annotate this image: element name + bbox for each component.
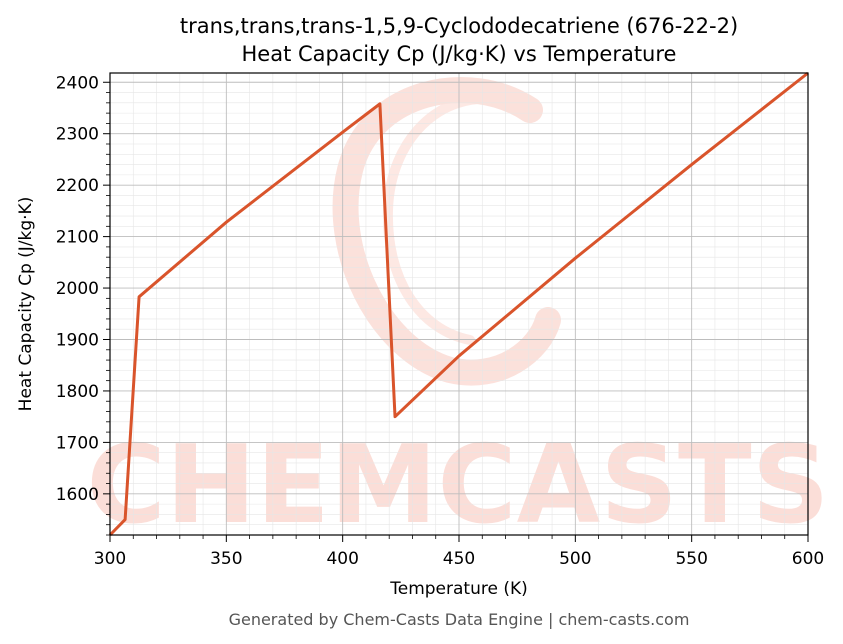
x-tick-label: 450 (443, 549, 475, 569)
watermark: CHEMCASTS (87, 77, 830, 548)
x-axis-label: Temperature (K) (389, 579, 528, 599)
y-tick-label: 2200 (56, 176, 99, 196)
y-tick-label: 1700 (56, 433, 99, 453)
x-tick-label: 500 (559, 549, 591, 569)
major-grid (109, 73, 809, 535)
y-tick-label: 2300 (56, 125, 99, 145)
x-tick-label: 550 (675, 549, 707, 569)
y-tick-label: 2400 (56, 73, 99, 93)
watermark-swirl-icon (332, 77, 561, 386)
y-tick-label: 1600 (56, 485, 99, 505)
chart-subtitle: Heat Capacity Cp (J/kg·K) vs Temperature (242, 42, 677, 66)
axis-ticks (103, 81, 809, 542)
x-tick-label: 350 (210, 549, 242, 569)
y-tick-label: 2100 (56, 228, 99, 248)
x-tick-label: 600 (792, 549, 824, 569)
x-tick-label: 400 (326, 549, 358, 569)
y-tick-label: 1900 (56, 330, 99, 350)
series-layer (108, 71, 809, 537)
series-line (108, 71, 809, 537)
chart-title: trans,trans,trans-1,5,9-Cyclododecatrien… (180, 14, 738, 38)
x-tick-label: 300 (94, 549, 126, 569)
y-axis-label: Heat Capacity Cp (J/kg·K) (16, 197, 36, 412)
y-tick-label: 1800 (56, 382, 99, 402)
y-tick-label: 2000 (56, 279, 99, 299)
watermark-text: CHEMCASTS (87, 423, 830, 548)
footer-credit: Generated by Chem-Casts Data Engine | ch… (229, 610, 690, 629)
axis-tick-labels: 300 350 400 450 500 550 600 1600 1700 1800 1900 200… (56, 73, 824, 569)
